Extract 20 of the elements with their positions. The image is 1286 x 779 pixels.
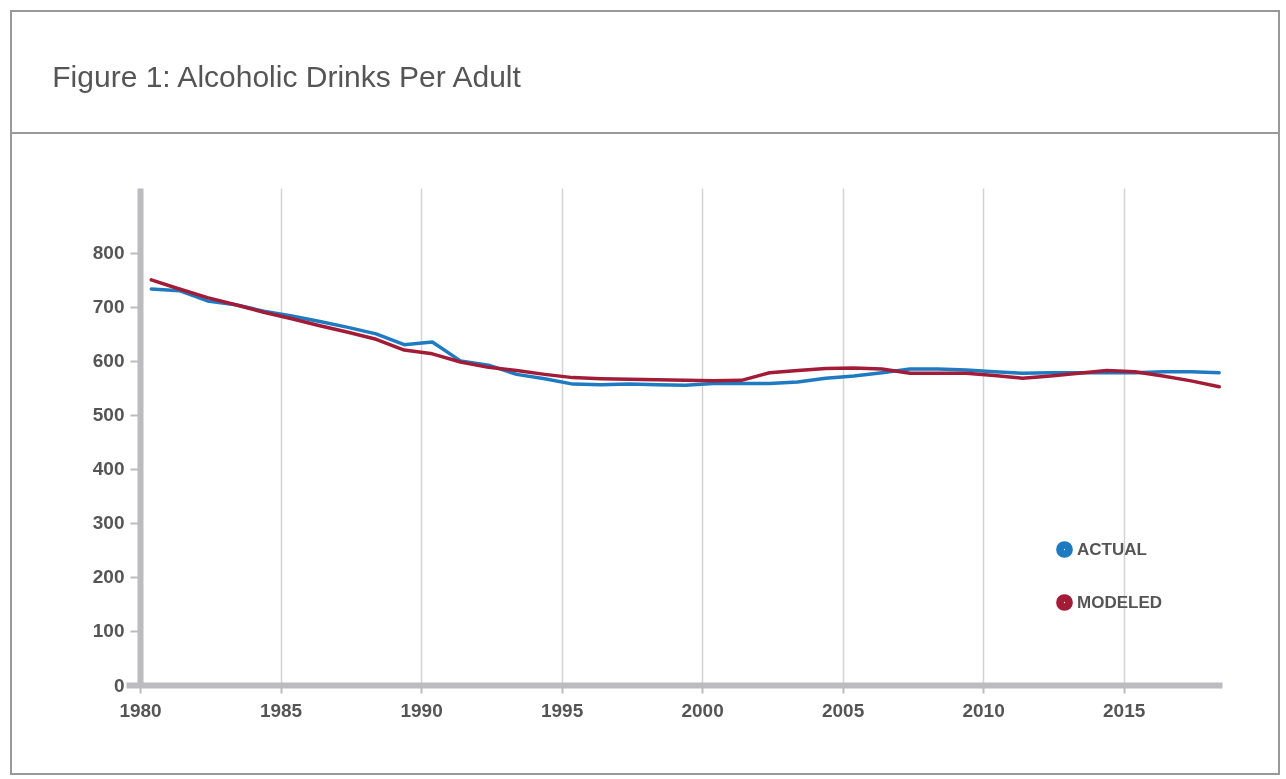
x-tick-label: 2015 [1103, 699, 1146, 721]
legend-label: MODELED [1077, 592, 1162, 612]
x-tick-label: 2005 [821, 699, 865, 721]
y-tick-label: 100 [92, 620, 125, 642]
x-tick-label: 2010 [962, 699, 1005, 721]
chart-title: Figure 1: Alcoholic Drinks Per Adult [52, 60, 522, 93]
y-tick-label: 600 [92, 350, 125, 372]
y-tick-label: 500 [92, 404, 125, 426]
y-tick-label: 700 [92, 296, 125, 318]
x-tick-label: 1995 [540, 699, 584, 721]
legend-label: ACTUAL [1077, 539, 1147, 559]
y-tick-label: 800 [92, 242, 125, 264]
x-tick-label: 1980 [119, 699, 162, 721]
y-tick-label: 200 [92, 566, 125, 588]
x-tick-label: 2000 [681, 699, 724, 721]
x-tick-label: 1990 [400, 699, 443, 721]
x-tick-label: 1985 [259, 699, 303, 721]
y-tick-label: 0 [113, 674, 125, 696]
y-tick-label: 300 [92, 512, 125, 534]
y-tick-label: 400 [92, 458, 125, 480]
